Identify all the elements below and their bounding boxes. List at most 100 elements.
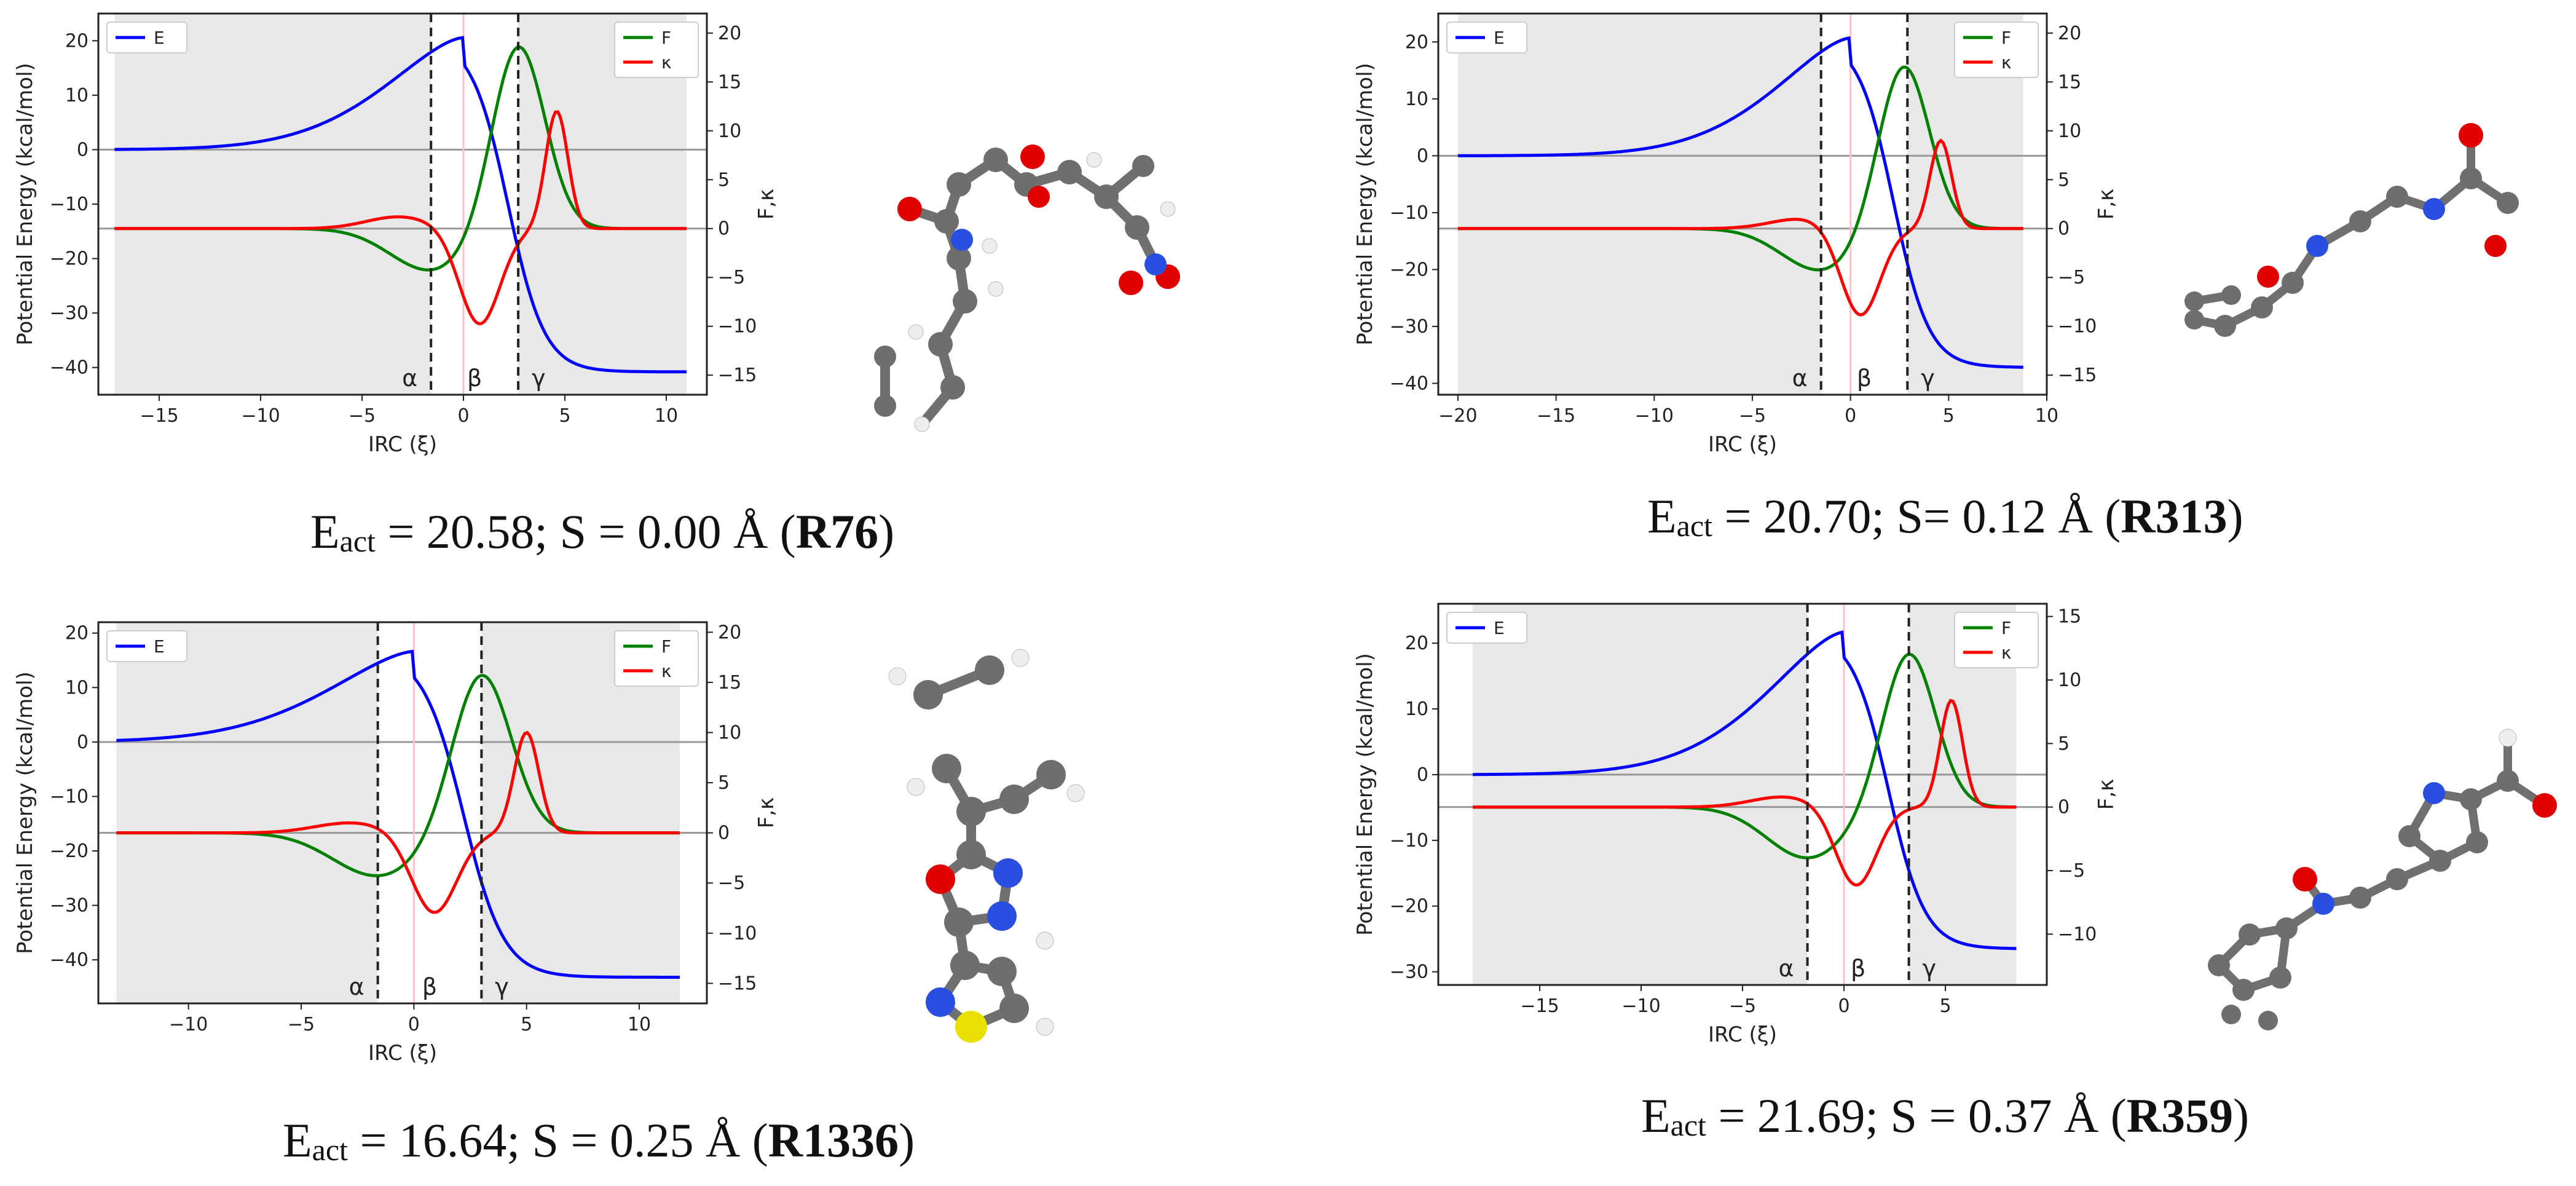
x-tick-label: 10 bbox=[655, 405, 678, 427]
molecule-r313-image bbox=[2184, 123, 2519, 337]
legend-force-kappa: Fκ bbox=[1954, 22, 2039, 78]
y-axis-label: Potential Energy (kcal/mol) bbox=[13, 63, 37, 346]
x-tick-label: 0 bbox=[1845, 405, 1856, 427]
y-tick-label: 10 bbox=[65, 677, 89, 698]
legend-box bbox=[1446, 612, 1527, 644]
kappa-series-line bbox=[116, 730, 680, 914]
y-tick-label: −10 bbox=[1390, 202, 1428, 224]
kappa-series-line bbox=[1457, 138, 2023, 317]
y-tick-label: −10 bbox=[50, 786, 89, 807]
irc-plot-r1336: α β γ −10 −5 0 5 10 −40 −30 −20 −10 0 10 20 −15 −10 −5 0 5 1… bbox=[13, 621, 779, 1065]
legend-label-f: F bbox=[661, 28, 671, 48]
energy-series-line bbox=[1457, 36, 2023, 369]
y-tick-label: −10 bbox=[1390, 830, 1428, 852]
legend-energy: E bbox=[106, 22, 187, 53]
y-tick-label: 20 bbox=[65, 30, 89, 52]
y-tick-label: −20 bbox=[50, 840, 89, 862]
y-tick-label: 20 bbox=[65, 623, 89, 644]
y2-tick-label: 15 bbox=[718, 71, 741, 93]
x-tick-label: 0 bbox=[457, 405, 469, 427]
y2-tick-label: 5 bbox=[2058, 169, 2070, 191]
legend-label-kappa: κ bbox=[661, 661, 672, 681]
legend-label-e: E bbox=[1494, 28, 1505, 48]
y2-tick-label: 10 bbox=[718, 722, 741, 743]
x-tick-label: −15 bbox=[1520, 995, 1559, 1017]
x-tick-label: 5 bbox=[521, 1014, 532, 1035]
x-tick-label: −5 bbox=[1739, 405, 1766, 427]
irc-plot-r76: α β γ −15 −10 −5 0 5 10 −40 −30 −20 −10 0 10 20 −15 −10 −5… bbox=[13, 12, 779, 457]
x-tick-label: 0 bbox=[1838, 995, 1849, 1017]
y-axis-label: Potential Energy (kcal/mol) bbox=[1353, 63, 1377, 346]
y-tick-label: 20 bbox=[1405, 633, 1428, 654]
x-axis-label: IRC (ξ) bbox=[368, 1041, 437, 1065]
y2-tick-label: 10 bbox=[2058, 121, 2081, 142]
legend-box bbox=[614, 22, 699, 78]
legend-energy: E bbox=[1446, 22, 1527, 53]
legend-label-kappa: κ bbox=[2001, 642, 2012, 663]
legend-label-e: E bbox=[154, 636, 165, 657]
x-tick-label: −20 bbox=[1438, 405, 1477, 427]
energy-series-line bbox=[116, 649, 680, 979]
y2-tick-label: −10 bbox=[718, 316, 757, 338]
shade-reactant bbox=[1457, 14, 1821, 395]
y-tick-label: 10 bbox=[1405, 698, 1428, 720]
y-tick-label: −40 bbox=[50, 357, 89, 379]
region-label-alpha: α bbox=[1792, 365, 1808, 392]
y-tick-label: 0 bbox=[77, 732, 89, 753]
region-label-alpha: α bbox=[349, 973, 364, 1000]
region-label-alpha: α bbox=[1779, 955, 1794, 982]
y-tick-label: 0 bbox=[77, 139, 89, 160]
region-label-beta: β bbox=[1851, 955, 1865, 982]
y2-tick-label: −15 bbox=[2058, 365, 2097, 386]
y-tick-label: −30 bbox=[50, 895, 89, 917]
y2-tick-label: 20 bbox=[718, 622, 741, 643]
x-tick-label: −5 bbox=[349, 405, 376, 427]
y-tick-label: −40 bbox=[50, 949, 89, 971]
caption-r313: Eact = 20.70; S= 0.12 Å (R313) bbox=[1647, 489, 2243, 543]
caption-r359: Eact = 21.69; S = 0.37 Å (R359) bbox=[1641, 1089, 2250, 1142]
x-tick-label: −10 bbox=[241, 405, 280, 427]
region-label-gamma: γ bbox=[532, 365, 546, 392]
x-tick-label: −10 bbox=[1635, 405, 1674, 427]
legend-energy: E bbox=[106, 630, 187, 662]
region-label-beta: β bbox=[467, 365, 482, 392]
legend-force-kappa: Fκ bbox=[1954, 612, 2039, 668]
y2-tick-label: −5 bbox=[2058, 267, 2085, 288]
legend-box bbox=[1954, 612, 2039, 668]
y-axis-label: Potential Energy (kcal/mol) bbox=[13, 671, 37, 954]
y-tick-label: −30 bbox=[1390, 962, 1428, 983]
legend-label-kappa: κ bbox=[2001, 52, 2012, 73]
x-axis-label: IRC (ξ) bbox=[368, 432, 437, 457]
legend-energy: E bbox=[1446, 612, 1527, 644]
legend-label-kappa: κ bbox=[661, 52, 672, 73]
y2-tick-label: −15 bbox=[718, 973, 757, 994]
y2-tick-label: −5 bbox=[2058, 860, 2085, 882]
molecule-r1336-image bbox=[888, 649, 1085, 1043]
y2-tick-label: −10 bbox=[2058, 316, 2097, 338]
y-tick-label: −20 bbox=[1390, 896, 1428, 917]
x-tick-label: −15 bbox=[1537, 405, 1575, 427]
x-tick-label: −5 bbox=[1729, 995, 1756, 1017]
x-tick-label: 10 bbox=[628, 1014, 651, 1035]
plot-frame bbox=[1437, 12, 2048, 396]
x-tick-label: 0 bbox=[408, 1014, 420, 1035]
y2-tick-label: 20 bbox=[2058, 23, 2081, 44]
y2-tick-label: 5 bbox=[718, 169, 730, 191]
legend-label-e: E bbox=[1494, 618, 1505, 638]
y-tick-label: 20 bbox=[1405, 31, 1428, 53]
y2-tick-label: 10 bbox=[718, 121, 741, 142]
energy-series-line bbox=[1473, 630, 2017, 951]
legend-label-f: F bbox=[2001, 28, 2011, 48]
y2-tick-label: 15 bbox=[2058, 71, 2081, 93]
legend-label-e: E bbox=[154, 28, 165, 48]
x-tick-label: −5 bbox=[288, 1014, 315, 1035]
y2-tick-label: 5 bbox=[718, 772, 730, 794]
y2-tick-label: −5 bbox=[718, 872, 745, 894]
y-tick-label: 10 bbox=[65, 85, 89, 106]
y-axis-label: Potential Energy (kcal/mol) bbox=[1353, 653, 1377, 936]
region-label-gamma: γ bbox=[1921, 365, 1935, 392]
caption-r1336: Eact = 16.64; S = 0.25 Å (R1336) bbox=[283, 1113, 915, 1167]
y2-tick-label: 5 bbox=[2058, 733, 2070, 754]
y-tick-label: −20 bbox=[1390, 259, 1428, 280]
